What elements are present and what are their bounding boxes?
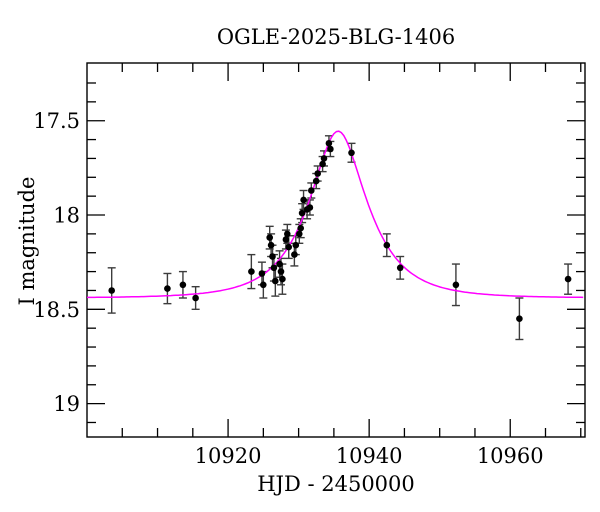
y-axis-label: I magnitude (15, 177, 39, 306)
data-point (248, 268, 255, 275)
data-point (516, 315, 523, 323)
plot-title: OGLE-2025-BLG-1406 (217, 25, 455, 49)
data-point (348, 149, 355, 157)
data-point (327, 145, 334, 153)
plot-frame (86, 62, 586, 438)
data-point (260, 281, 267, 289)
data-point (564, 275, 572, 283)
data-point (267, 241, 275, 249)
data-point (325, 140, 333, 147)
data-point (297, 224, 305, 232)
data-point (383, 241, 391, 249)
data-point (314, 170, 322, 177)
data-point (285, 243, 293, 251)
data-point (312, 177, 320, 185)
data-point (320, 155, 328, 162)
data-point (319, 160, 326, 168)
data-point (179, 281, 187, 289)
data-point (396, 264, 404, 272)
data-point (300, 196, 307, 204)
x-axis-label: HJD - 2450000 (257, 472, 415, 496)
data-point (266, 234, 274, 241)
data-point (192, 294, 199, 302)
data-point (272, 277, 279, 285)
x-tick-label: 10940 (336, 444, 403, 468)
data-point (276, 260, 283, 268)
data-point (296, 230, 303, 238)
y-tick-label: 17.5 (33, 109, 80, 133)
data-point (277, 268, 285, 275)
data-point (292, 241, 300, 249)
data-point (306, 204, 314, 211)
data-point (452, 281, 460, 289)
data-point (298, 209, 306, 217)
model-curve (87, 130, 584, 299)
data-point (291, 251, 298, 258)
y-tick-label: 18 (53, 204, 80, 228)
data-point (108, 287, 115, 294)
x-tick-label: 10960 (477, 444, 544, 468)
x-tick-label: 10920 (195, 444, 262, 468)
data-point (164, 285, 171, 292)
data-point (270, 264, 278, 272)
data-points-group (108, 140, 572, 323)
y-tick-label: 18.5 (33, 298, 80, 322)
data-point (284, 230, 291, 238)
data-point (308, 187, 315, 194)
data-point (258, 270, 266, 277)
y-tick-label: 19 (53, 392, 80, 416)
plot-content: 10920 10940 10960 17.5 18 18.5 19 (33, 62, 586, 468)
data-point (279, 275, 286, 283)
data-point (269, 253, 276, 260)
error-bars-group (107, 135, 573, 341)
data-point (282, 236, 290, 243)
